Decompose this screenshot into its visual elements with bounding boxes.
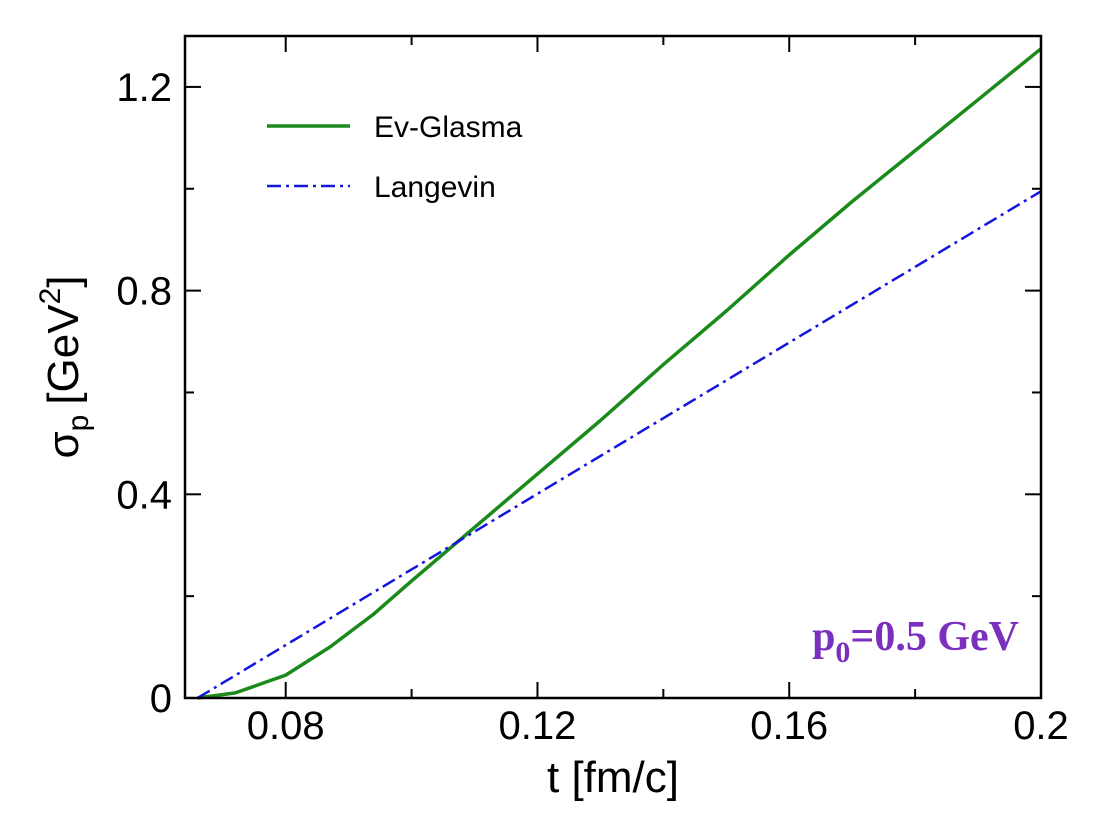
plot-frame	[183, 34, 1043, 700]
x-tick-label: 0.12	[499, 704, 577, 748]
x-axis-title: t [fm/c]	[547, 753, 679, 802]
legend-label-langevin: Langevin	[374, 171, 496, 204]
x-tick-label: 0.08	[247, 704, 325, 748]
y-axis-symbol: σ	[39, 431, 88, 458]
y-axis-unit: [GeV	[39, 304, 88, 405]
y-axis-subscript: p	[62, 415, 95, 432]
annotation-value: =0.5 GeV	[850, 614, 1019, 660]
momentum-annotation: p0=0.5 GeV	[812, 614, 1019, 669]
y-tick-label: 0.8	[116, 270, 172, 314]
x-tick-label: 0.16	[750, 704, 828, 748]
annotation-symbol: p	[812, 614, 835, 660]
legend: Ev-Glasma Langevin	[267, 111, 523, 204]
legend-label-ev-glasma: Ev-Glasma	[374, 111, 523, 144]
y-axis-title: σp [GeV2]	[34, 275, 95, 458]
axis-ticks	[185, 36, 1042, 699]
series-line-ev-glasma	[197, 47, 1043, 700]
plot-marks	[196, 47, 1043, 700]
y-axis-unit-close: ]	[39, 275, 88, 287]
y-tick-label: 1.2	[116, 66, 172, 110]
series-line-langevin	[196, 190, 1042, 700]
tick-labels: 0.08 0.12 0.16 0.2 0 0.4 0.8 1.2	[116, 66, 1068, 748]
x-tick-label: 0.2	[1013, 704, 1069, 748]
y-tick-label: 0.4	[116, 473, 172, 517]
y-axis-superscript: 2	[34, 288, 67, 305]
annotation-subscript: 0	[835, 636, 850, 669]
y-tick-label: 0	[150, 677, 172, 721]
